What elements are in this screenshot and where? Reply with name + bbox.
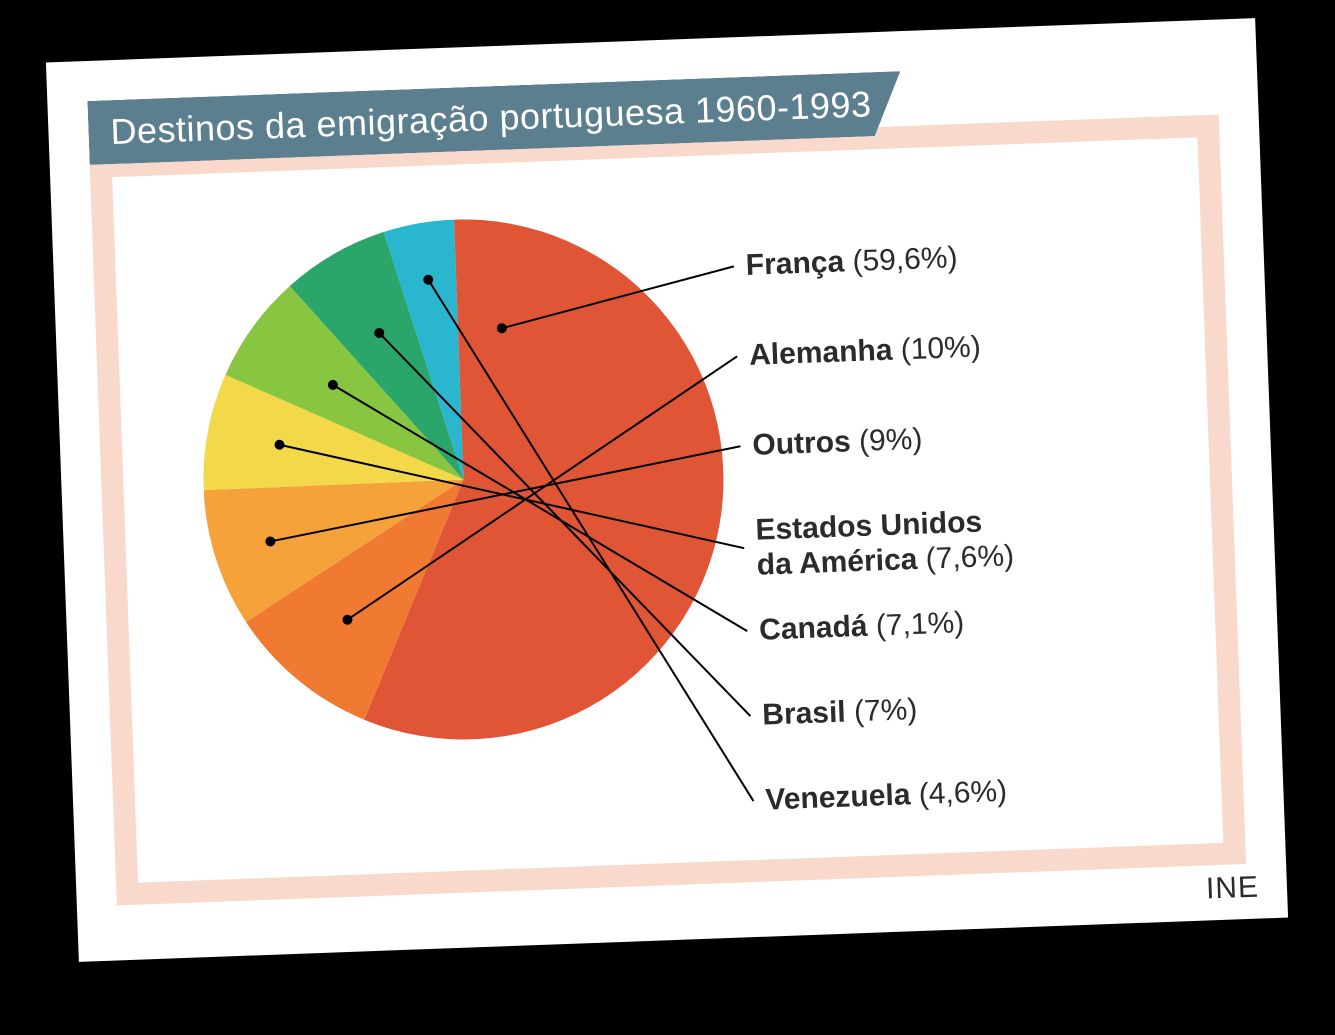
- pie-label: Estados Unidosda América (7,6%): [755, 502, 1077, 583]
- pie-label-name: Canadá: [759, 610, 869, 647]
- pie-label-pct: (59,6%): [852, 241, 958, 278]
- pie-label-pct: (10%): [900, 330, 981, 366]
- pie-label: Canadá (7,1%): [759, 606, 965, 648]
- pie-label-pct: (4,6%): [918, 775, 1008, 811]
- pie-label-name: Alemanha: [749, 334, 894, 372]
- pie-label-name: Venezuela: [765, 778, 911, 816]
- pie-label-name: Outros: [752, 425, 851, 462]
- chart-card: Destinos da emigração portuguesa 1960-19…: [46, 18, 1288, 962]
- pie-label: França (59,6%): [745, 241, 958, 283]
- pie-label-pct: (7%): [853, 693, 918, 728]
- pie-label-name: Brasil: [762, 696, 847, 732]
- source-credit: INE: [1205, 871, 1259, 907]
- pie-labels: França (59,6%)Alemanha (10%)Outros (9%)E…: [743, 176, 1243, 194]
- pie-label-name: da América: [756, 542, 918, 581]
- pie-label-pct: (7,1%): [875, 606, 965, 642]
- chart-area: França (59,6%) Alemanha (10%) Outros (9%) E…: [112, 137, 1223, 882]
- pie-label: Alemanha (10%): [749, 330, 982, 373]
- pie-label-name: França: [745, 245, 845, 282]
- pie-label-pct: (9%): [858, 423, 923, 458]
- pie-label: Brasil (7%): [762, 693, 918, 733]
- pie-label-pct: (7,6%): [925, 539, 1015, 575]
- source-text: INE: [1205, 871, 1259, 906]
- pie-label: Outros (9%): [752, 423, 923, 464]
- pie-label: Venezuela (4,6%): [765, 775, 1008, 818]
- pie-chart: [194, 210, 733, 749]
